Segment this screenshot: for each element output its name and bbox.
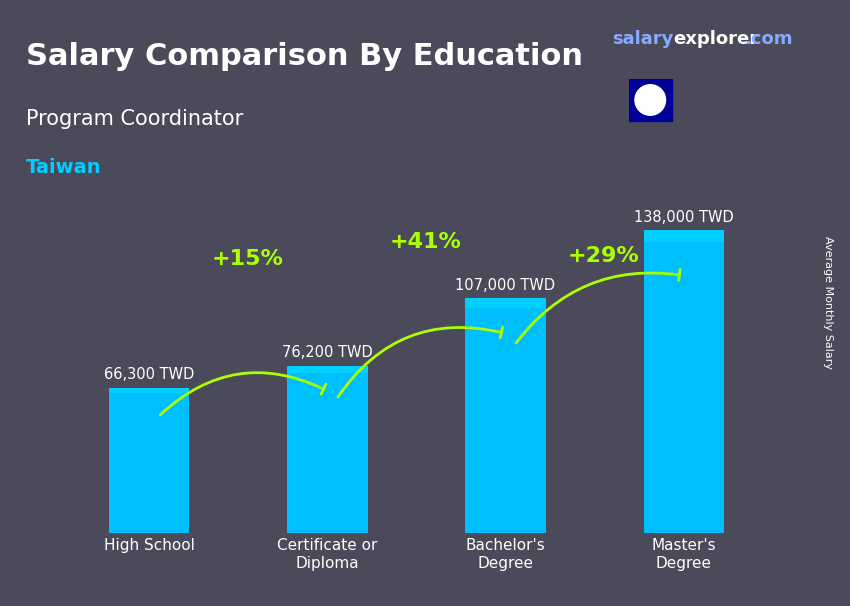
Bar [287, 366, 367, 373]
Bar [110, 388, 190, 533]
Text: 76,200 TWD: 76,200 TWD [282, 345, 373, 361]
Text: +41%: +41% [389, 231, 462, 251]
Circle shape [635, 85, 666, 115]
Bar [643, 230, 723, 533]
Text: Average Monthly Salary: Average Monthly Salary [823, 236, 833, 370]
Text: Salary Comparison By Education: Salary Comparison By Education [26, 42, 582, 72]
Text: salary: salary [612, 30, 673, 48]
Text: explorer: explorer [673, 30, 758, 48]
Text: 66,300 TWD: 66,300 TWD [105, 367, 195, 382]
Bar [629, 79, 672, 121]
Bar [643, 230, 723, 242]
Bar [466, 298, 546, 308]
Bar [287, 366, 367, 533]
Text: +29%: +29% [568, 245, 639, 265]
Bar [466, 298, 546, 533]
Bar [110, 388, 190, 393]
Text: 107,000 TWD: 107,000 TWD [456, 278, 556, 293]
Text: Taiwan: Taiwan [26, 158, 101, 176]
Text: 138,000 TWD: 138,000 TWD [634, 210, 734, 225]
Text: Program Coordinator: Program Coordinator [26, 109, 243, 129]
Text: +15%: +15% [212, 249, 283, 269]
Text: .com: .com [744, 30, 792, 48]
